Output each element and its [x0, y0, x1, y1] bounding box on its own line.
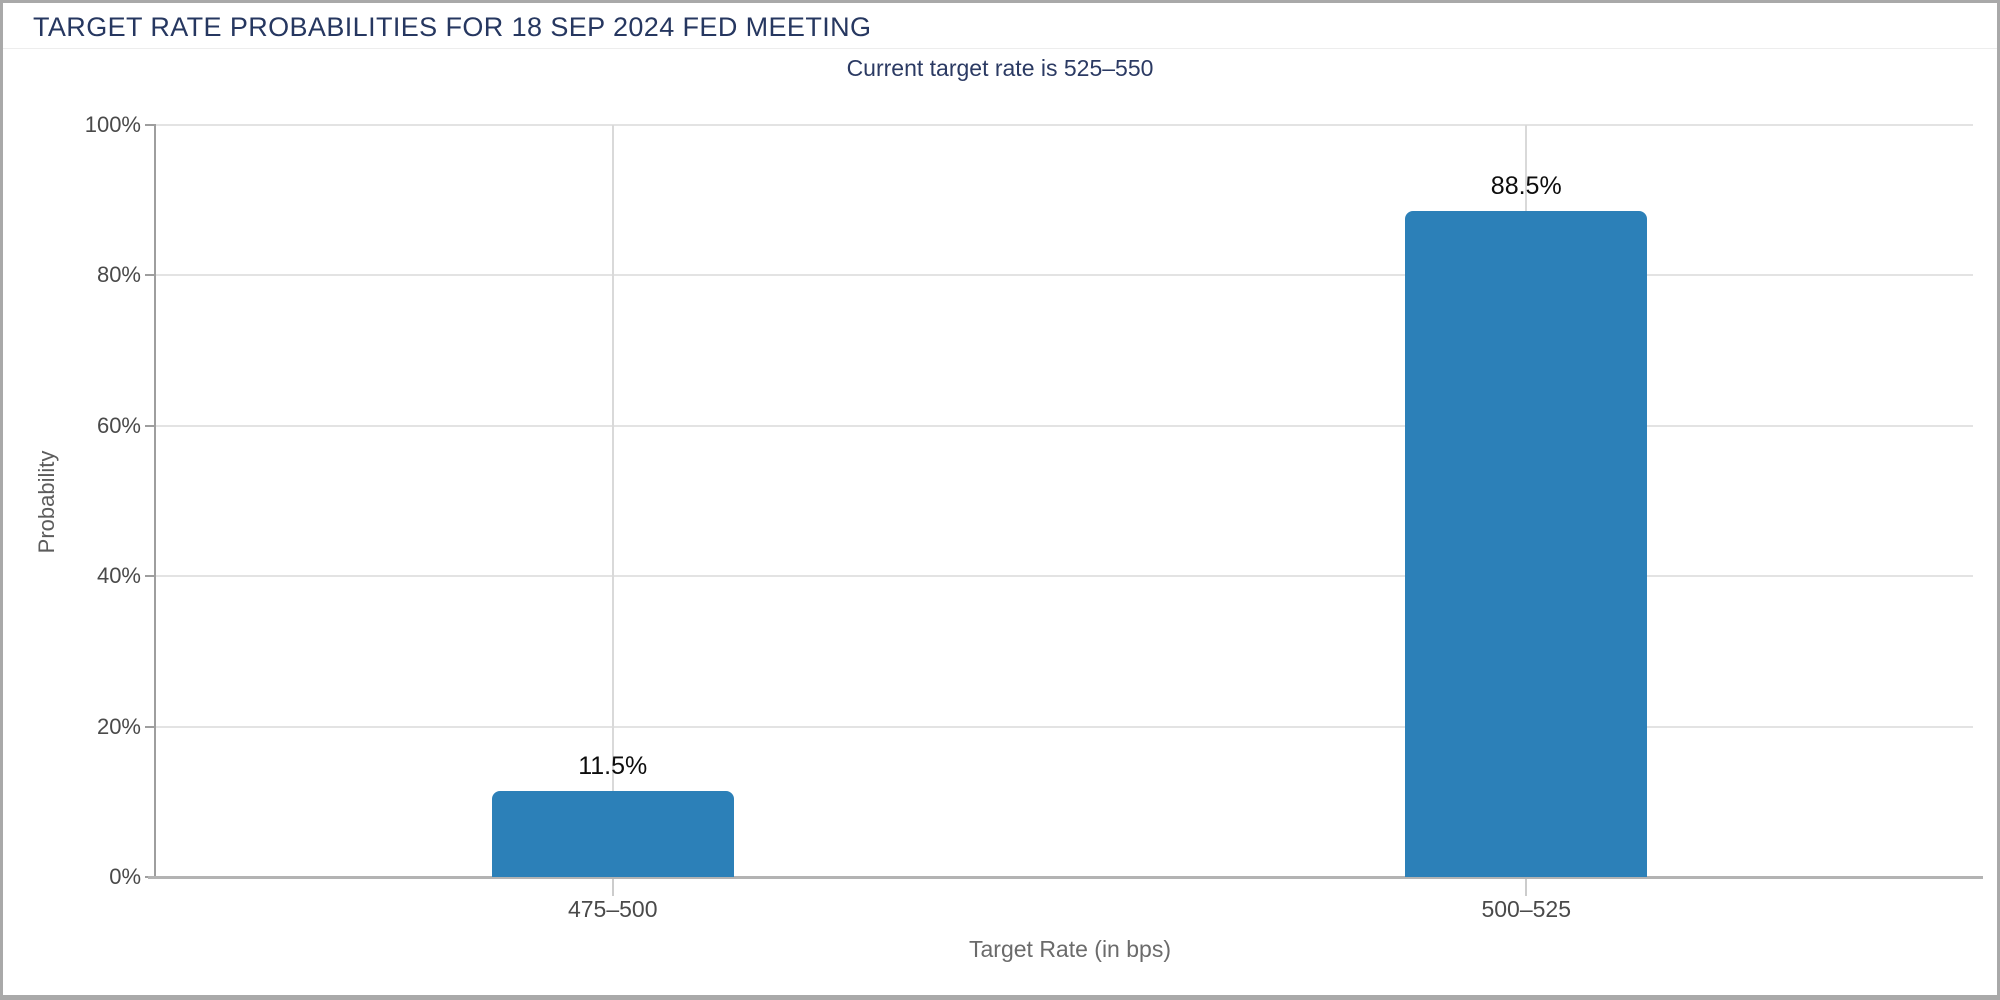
y-axis-tick-mark: [145, 725, 156, 728]
y-axis-tick-mark: [145, 124, 156, 126]
y-axis-tick-mark: [145, 575, 156, 578]
plot-area: Probability Target Rate (in bps) 0% 20% 40…: [3, 3, 1997, 995]
bar-value-label: 11.5%: [578, 751, 648, 780]
y-tick-label: 80%: [96, 262, 141, 288]
header-divider: [3, 48, 1997, 49]
y-tick-label: 20%: [96, 713, 141, 739]
x-axis-tick-mark: [611, 879, 614, 896]
gridline-vertical: [611, 125, 614, 877]
bar-value-label: 88.5%: [1490, 172, 1562, 201]
gridline-horizontal: [156, 274, 1973, 277]
gridline-horizontal: [156, 575, 1973, 578]
gridline-horizontal: [156, 424, 1973, 427]
y-tick-label: 0%: [109, 864, 141, 889]
y-tick-label: 100%: [84, 112, 141, 137]
y-tick-label: 60%: [96, 412, 141, 438]
x-axis-title: Target Rate (in bps): [969, 936, 1171, 962]
y-axis-line: [154, 125, 156, 877]
x-axis-tick-mark: [1525, 879, 1528, 896]
y-tick-label: 40%: [96, 563, 141, 589]
chart-subtitle: Current target rate is 525–550: [846, 55, 1154, 81]
bar-475-500[interactable]: [491, 790, 734, 877]
x-tick-label: 475–500: [567, 896, 658, 922]
gridline-horizontal: [156, 124, 1973, 126]
y-axis-tick-mark: [145, 274, 156, 277]
gridline-horizontal: [156, 725, 1973, 728]
bar-500-525[interactable]: [1405, 211, 1648, 877]
y-axis-tick-mark: [145, 424, 156, 427]
x-tick-label: 500–525: [1481, 896, 1572, 922]
chart-title: TARGET RATE PROBABILITIES FOR 18 SEP 202…: [33, 12, 872, 42]
x-axis-line: [148, 876, 1983, 879]
